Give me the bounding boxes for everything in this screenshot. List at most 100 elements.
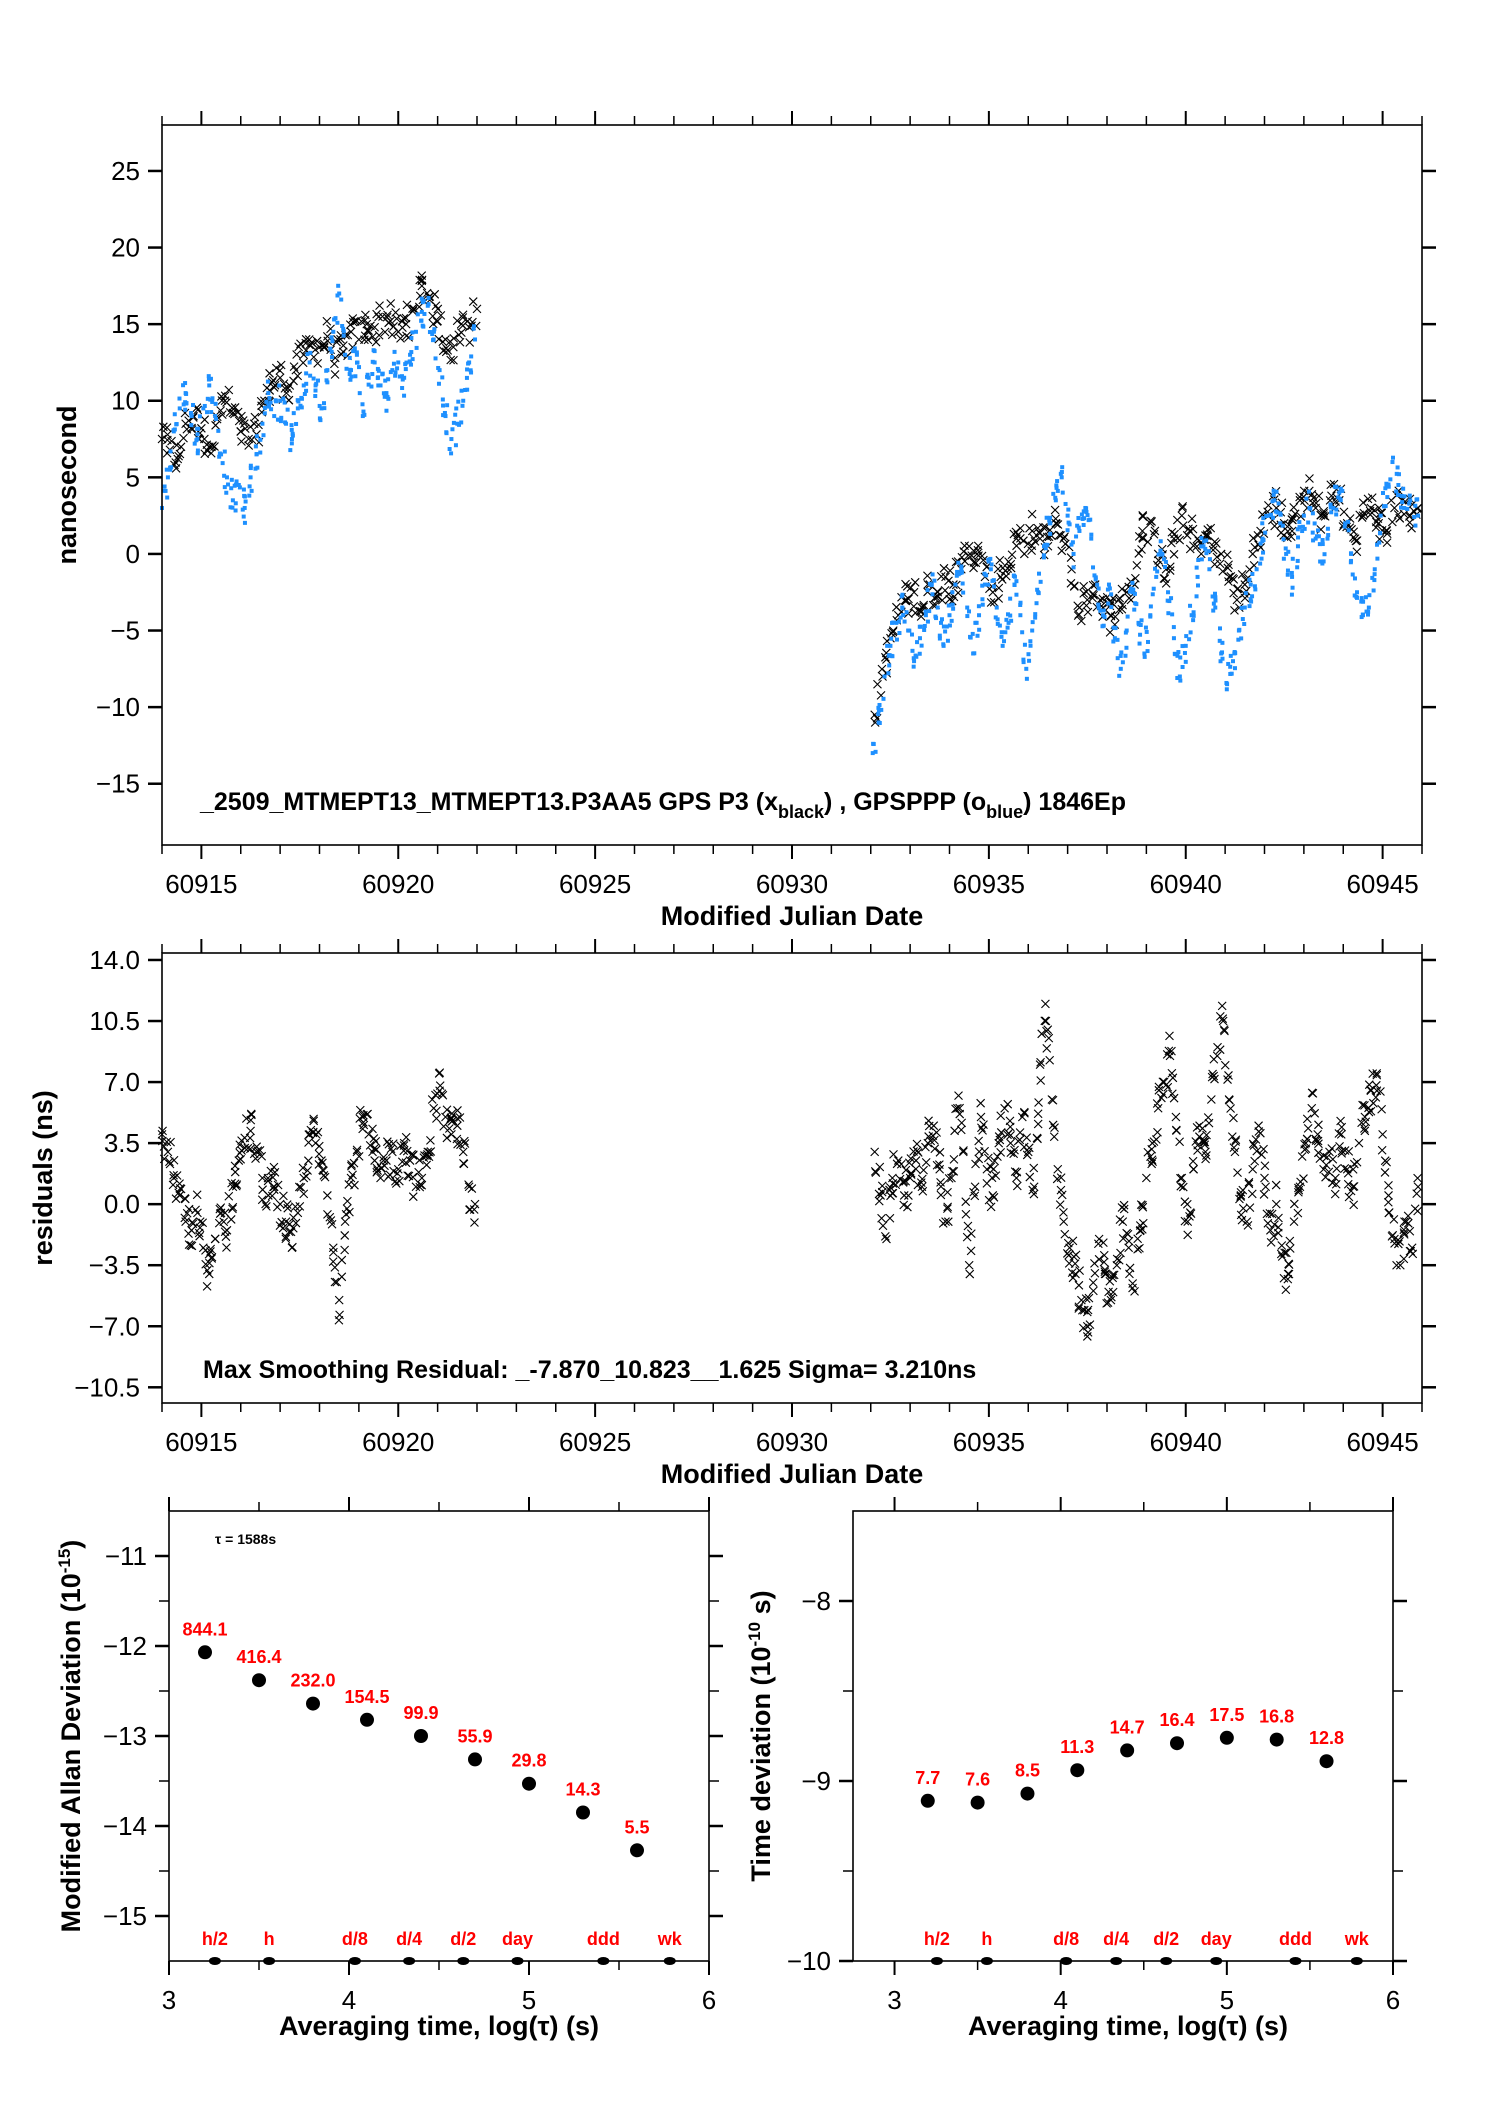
- x-tick-label: 60925: [559, 869, 631, 899]
- deviation-point: [522, 1776, 536, 1791]
- y-tick-label: −10: [96, 692, 140, 722]
- x-marker: [1405, 1226, 1415, 1236]
- x-marker: [1224, 560, 1233, 570]
- dot-marker: [450, 427, 455, 432]
- x-marker: [1284, 1269, 1294, 1279]
- dot-marker: [1232, 650, 1237, 655]
- x-marker: [340, 1217, 350, 1226]
- dot-marker: [329, 349, 334, 354]
- x-marker: [308, 338, 318, 348]
- dot-marker: [1415, 497, 1420, 502]
- dot-marker: [951, 606, 956, 611]
- dot-marker: [1047, 518, 1052, 523]
- x-marker: [1371, 523, 1381, 532]
- x-marker: [1378, 1130, 1388, 1139]
- x-marker: [1297, 1152, 1307, 1161]
- tau-marker: [663, 1957, 676, 1965]
- dot-marker: [442, 410, 447, 415]
- dot-marker: [207, 383, 212, 388]
- dot-marker: [202, 403, 207, 408]
- x-marker: [1226, 1104, 1236, 1113]
- dot-marker: [879, 707, 884, 712]
- mdev-y-axis-title: Modified Allan Deviation (10-15): [55, 1540, 86, 1933]
- x-marker: [1215, 1045, 1225, 1055]
- x-marker: [207, 1252, 217, 1262]
- dot-marker: [304, 371, 309, 376]
- x-marker: [1223, 563, 1233, 573]
- dot-marker: [1289, 570, 1294, 575]
- dot-marker: [324, 378, 329, 383]
- dot-marker: [344, 366, 349, 371]
- dot-marker: [999, 634, 1004, 639]
- x-tick-label: 60915: [165, 1427, 237, 1457]
- x-marker: [875, 1162, 885, 1172]
- x-marker: [187, 423, 196, 433]
- x-marker: [318, 1158, 327, 1168]
- x-marker: [1259, 1190, 1269, 1199]
- dot-marker: [453, 412, 458, 417]
- dot-marker: [454, 406, 459, 411]
- dot-marker: [362, 412, 367, 417]
- x-marker: [1090, 1268, 1100, 1278]
- x-marker: [994, 583, 1004, 593]
- x-marker: [1244, 1177, 1254, 1187]
- dot-marker: [1162, 557, 1167, 562]
- x-marker: [276, 360, 286, 370]
- dot-marker: [1180, 664, 1185, 669]
- dot-marker: [1394, 471, 1399, 476]
- dot-marker: [1226, 661, 1231, 666]
- x-marker: [1209, 1071, 1219, 1081]
- x-marker: [1169, 1093, 1179, 1103]
- x-marker: [1199, 1137, 1209, 1147]
- x-marker: [1187, 514, 1197, 524]
- dot-marker: [191, 402, 196, 407]
- x-marker: [1346, 1186, 1356, 1196]
- dot-marker: [1348, 560, 1353, 565]
- dot-marker: [289, 423, 294, 428]
- x-marker: [994, 1132, 1004, 1141]
- dot-marker: [234, 479, 239, 484]
- x-marker: [371, 337, 381, 347]
- x-marker: [449, 333, 459, 343]
- dot-marker: [329, 355, 334, 360]
- dot-marker: [456, 399, 461, 404]
- x-marker: [1289, 1217, 1299, 1226]
- dot-marker: [1109, 605, 1114, 610]
- x-marker: [1020, 1108, 1029, 1118]
- dot-marker: [1394, 489, 1399, 494]
- dot-marker: [407, 359, 412, 364]
- dot-marker: [1314, 534, 1319, 539]
- x-marker: [422, 1160, 431, 1170]
- x-marker: [1022, 1133, 1032, 1142]
- x-marker: [1390, 1234, 1399, 1244]
- dot-marker: [267, 396, 272, 401]
- x-marker: [1025, 1172, 1035, 1182]
- dot-marker: [1253, 587, 1258, 592]
- dot-marker: [1203, 546, 1208, 551]
- dot-marker: [956, 560, 961, 565]
- x-marker: [1183, 1217, 1193, 1226]
- x-marker: [1163, 1082, 1173, 1092]
- x-marker: [1308, 1088, 1318, 1098]
- dot-marker: [258, 437, 263, 442]
- x-marker: [1068, 1236, 1078, 1246]
- x-marker: [1154, 556, 1163, 565]
- dot-marker: [991, 584, 996, 589]
- dot-marker: [341, 333, 346, 338]
- x-marker: [1133, 1244, 1142, 1254]
- dot-marker: [1372, 567, 1377, 572]
- x-marker: [423, 1147, 433, 1157]
- residuals-points: [157, 999, 1423, 1341]
- dot-marker: [347, 372, 352, 377]
- x-marker: [1330, 1189, 1340, 1199]
- x-marker: [991, 1171, 1001, 1180]
- x-marker: [957, 1118, 967, 1128]
- x-marker: [216, 1208, 226, 1218]
- dot-marker: [1254, 567, 1259, 572]
- dot-marker: [1326, 533, 1331, 538]
- dot-marker: [449, 451, 454, 456]
- dot-marker: [467, 360, 472, 365]
- dot-marker: [1021, 660, 1026, 665]
- dot-marker: [1191, 613, 1196, 618]
